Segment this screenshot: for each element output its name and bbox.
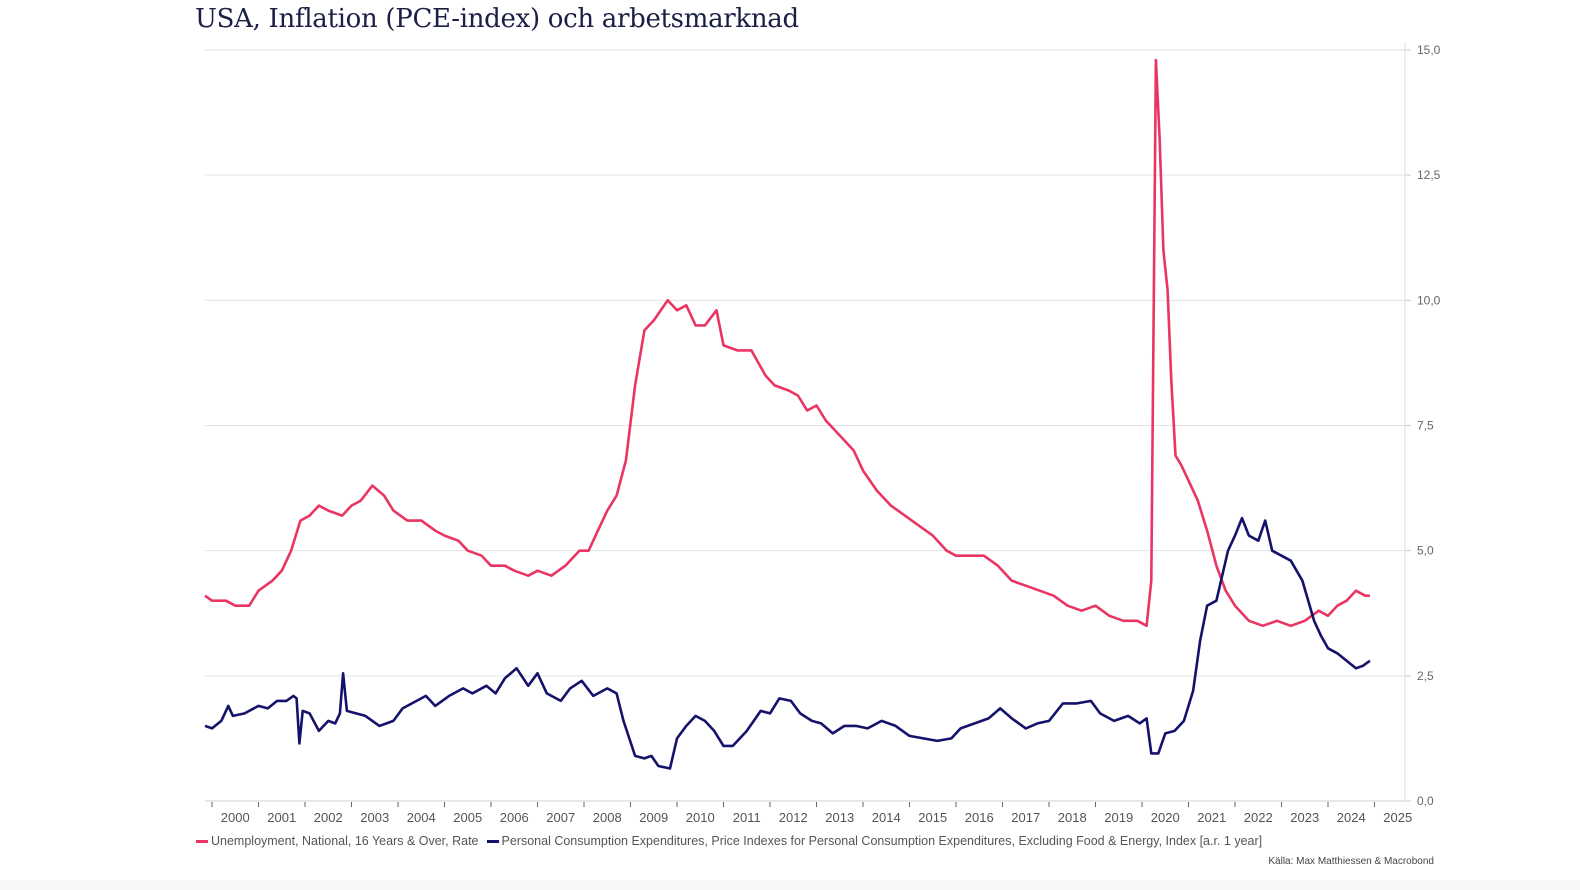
legend-swatch-unemployment: [196, 839, 208, 843]
y-tick-label: 12,5: [1417, 168, 1441, 182]
legend-swatch-pce: [486, 839, 499, 843]
x-tick-label: 2010: [686, 810, 715, 825]
y-tick-label: 2,5: [1417, 669, 1434, 683]
x-tick-label: 2007: [546, 810, 575, 825]
x-tick-label: 2024: [1337, 810, 1366, 825]
legend: Unemployment, National, 16 Years & Over,…: [196, 834, 1262, 848]
x-tick-label: 2008: [593, 810, 622, 825]
x-tick-label: 2019: [1104, 810, 1133, 825]
x-tick-label: 2018: [1058, 810, 1087, 825]
y-tick-label: 10,0: [1417, 293, 1441, 307]
legend-item-pce: Personal Consumption Expenditures, Price…: [486, 834, 1263, 848]
pce-line: [204, 516, 1371, 770]
footer-band: [0, 880, 1580, 890]
y-axis: 0,0 2,5 5,0 7,5 10,0 12,5 15,0: [1404, 42, 1441, 808]
x-tick-label: 2011: [733, 810, 761, 825]
x-tick-label: 2014: [872, 810, 901, 825]
y-tick-label: 5,0: [1417, 544, 1434, 558]
x-tick-label: 2016: [965, 810, 994, 825]
y-tick-label: 15,0: [1417, 43, 1441, 57]
x-tick-label: 2017: [1011, 810, 1040, 825]
legend-label-pce: Personal Consumption Expenditures, Price…: [501, 834, 1263, 848]
x-axis: 2000 2001 2002 2003 2004 2005 2006 2007 2008 2009…: [211, 802, 1412, 825]
x-tick-label: 2021: [1197, 810, 1226, 825]
x-tick-label: 2015: [918, 810, 947, 825]
x-tick-label: 2013: [825, 810, 854, 825]
gridlines: [205, 49, 1405, 802]
y-tick-label: 7,5: [1417, 419, 1434, 433]
x-tick-label: 2022: [1244, 810, 1273, 825]
x-tick-label: 2003: [360, 810, 389, 825]
x-tick-label: 2005: [453, 810, 482, 825]
legend-item-unemployment: Unemployment, National, 16 Years & Over,…: [196, 834, 479, 848]
x-tick-label: 2020: [1151, 810, 1180, 825]
x-tick-label: 2001: [267, 810, 296, 825]
y-tick-label: 0,0: [1417, 794, 1434, 808]
x-tick-label: 2025: [1383, 810, 1412, 825]
x-tick-label: 2012: [779, 810, 808, 825]
source-note: Källa: Max Matthiessen & Macrobond: [1268, 856, 1434, 867]
x-tick-label: 2006: [500, 810, 529, 825]
legend-label-unemployment: Unemployment, National, 16 Years & Over,…: [211, 834, 479, 848]
series-lines: [204, 58, 1371, 770]
x-tick-label: 2000: [221, 810, 250, 825]
x-tick-label: 2002: [314, 810, 343, 825]
unemployment-line: [204, 58, 1370, 628]
x-tick-label: 2023: [1290, 810, 1319, 825]
x-tick-label: 2009: [639, 810, 668, 825]
chart-title: USA, Inflation (PCE-index) och arbetsmar…: [195, 4, 799, 34]
x-tick-label: 2004: [407, 810, 436, 825]
